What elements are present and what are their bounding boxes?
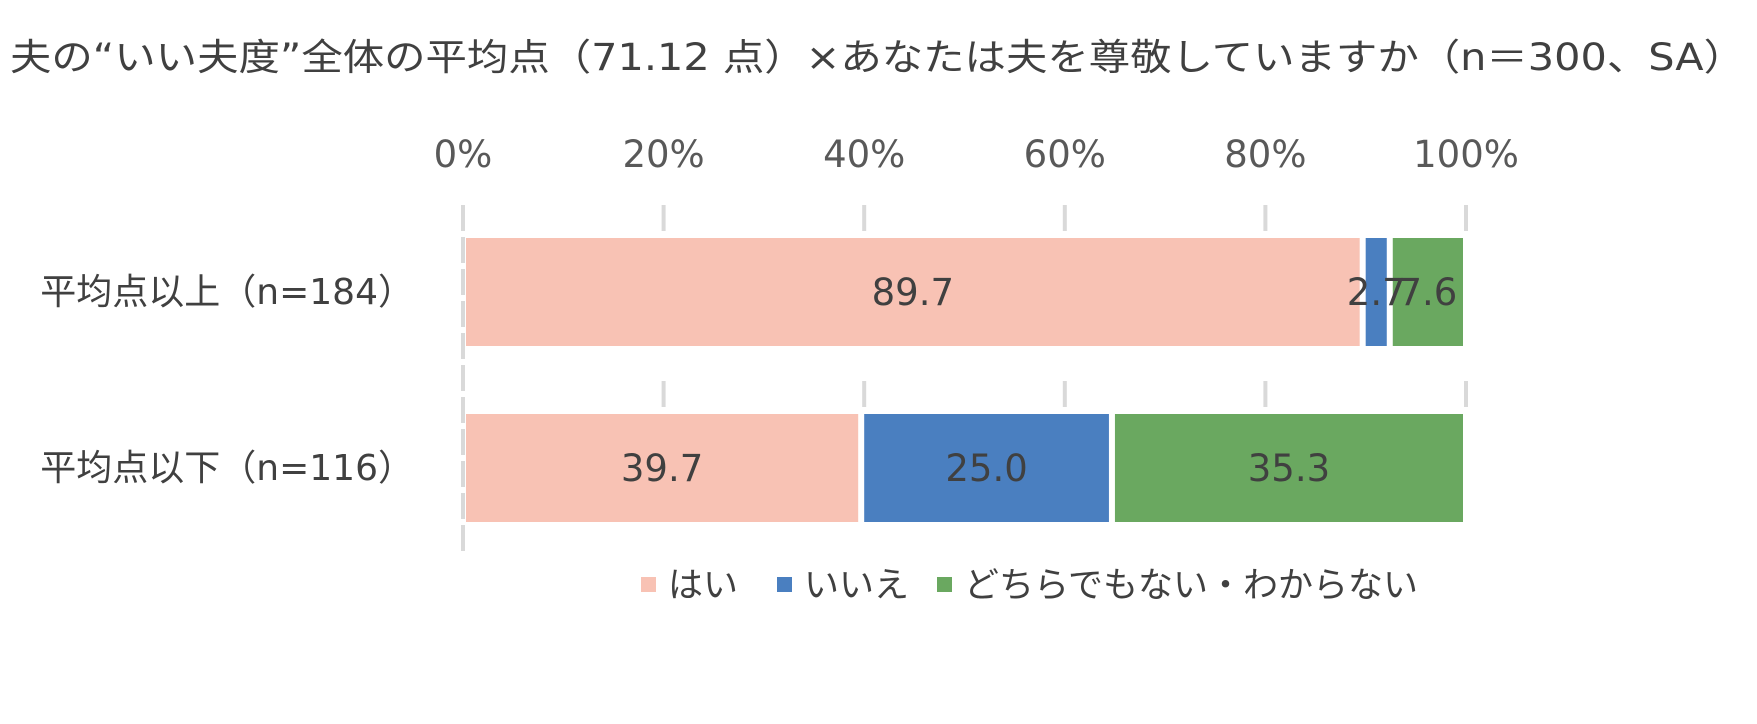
bar-segment <box>1365 238 1387 346</box>
legend-label: はい <box>668 566 738 606</box>
legend-label: いいえ <box>804 566 909 606</box>
data-label: 7.6 <box>1398 271 1457 314</box>
x-tick-label: 20% <box>622 133 704 176</box>
data-labels: 89.7 2.77.6 39.7 25.0 35.3 <box>621 271 1457 490</box>
x-tick-label: 100% <box>1413 133 1519 176</box>
x-tick-label: 0% <box>434 133 493 176</box>
x-tick-label: 40% <box>823 133 905 176</box>
x-tick-label: 80% <box>1224 133 1306 176</box>
bar-segment <box>466 414 859 522</box>
category-label: 平均点以上（n=184） <box>40 272 414 313</box>
bars <box>466 238 1463 522</box>
data-label: 35.3 <box>1248 447 1330 490</box>
data-label: 2.7 <box>1347 271 1406 314</box>
x-tick-label: 60% <box>1024 133 1106 176</box>
legend-swatch <box>641 577 656 592</box>
bar-segment <box>864 414 1109 522</box>
x-axis-ticks: 0% 20% 40% 60% 80% 100% <box>434 133 1519 176</box>
legend-swatch <box>777 577 792 592</box>
legend-label: どちらでもない・わからない <box>964 566 1418 606</box>
chart-title: 夫の“いい夫度”全体の平均点（71.12 点）×あなたは夫を尊敬していますか（n… <box>10 36 1745 79</box>
data-label: 25.0 <box>945 447 1027 490</box>
category-labels: 平均点以上（n=184） 平均点以下（n=116） <box>40 272 414 489</box>
bar-segment <box>1114 414 1463 522</box>
gridlines <box>461 205 1468 557</box>
data-label: 89.7 <box>872 271 954 314</box>
bar-segment <box>466 238 1360 346</box>
legend-swatch <box>937 577 952 592</box>
data-label: 39.7 <box>621 447 703 490</box>
bar-segment <box>1392 238 1463 346</box>
legend: はい いいえ どちらでもない・わからない <box>641 566 1418 606</box>
category-label: 平均点以下（n=116） <box>40 448 414 489</box>
